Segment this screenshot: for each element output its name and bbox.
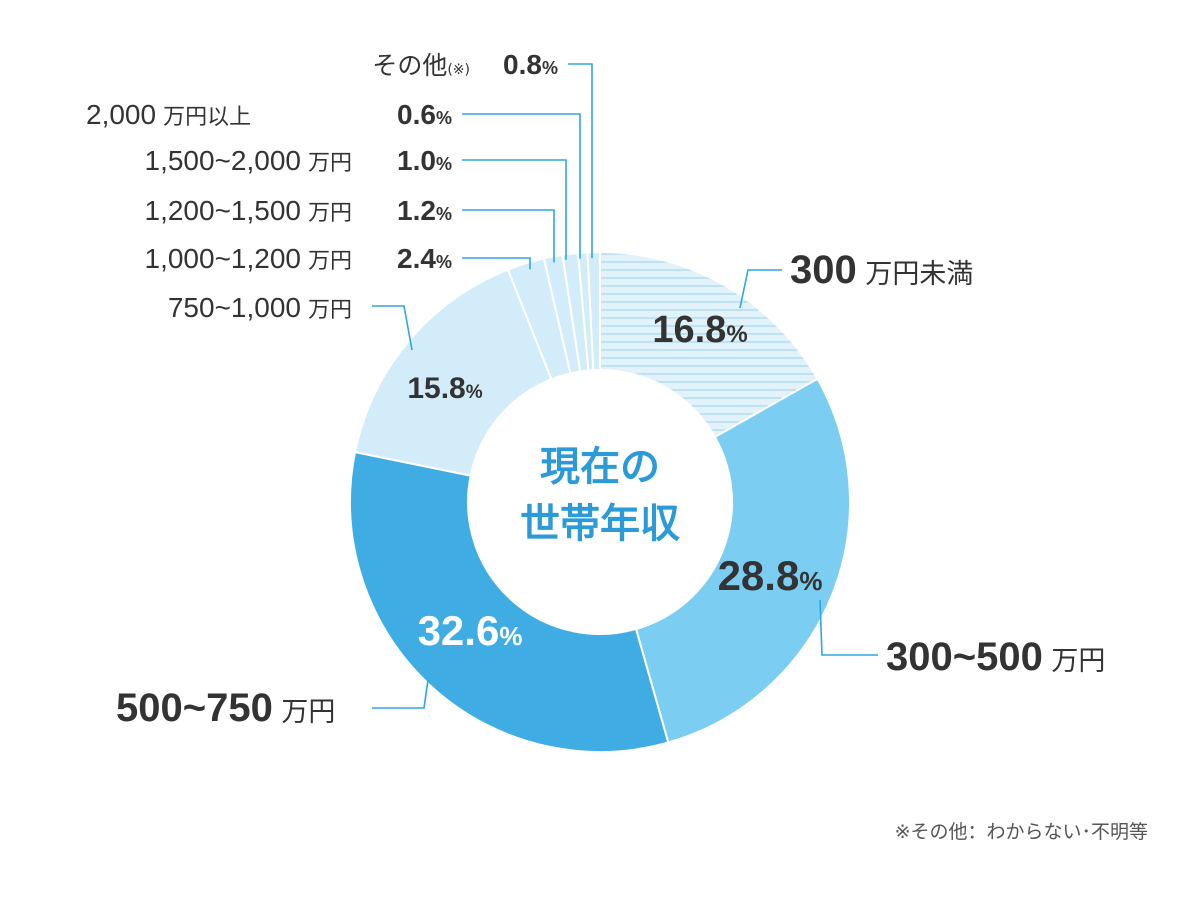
leader-1 bbox=[819, 599, 878, 656]
leader-7 bbox=[462, 113, 581, 259]
center-title-line-1: 現在の bbox=[540, 444, 660, 490]
center-title-line-2: 世帯年収 bbox=[520, 501, 680, 547]
category-label-2: 500~750 万円 bbox=[116, 686, 335, 730]
leader-4 bbox=[462, 257, 531, 270]
value-label-0: 16.8% bbox=[652, 309, 747, 351]
category-label-1: 300~500 万円 bbox=[886, 635, 1105, 679]
value-label-8: 0.8% bbox=[503, 49, 558, 80]
leader-lines bbox=[372, 63, 878, 709]
category-label-4: 1,000~1,200 万円 bbox=[145, 243, 353, 274]
value-label-7: 0.6% bbox=[397, 99, 452, 130]
category-label-8: その他(※) bbox=[372, 51, 470, 80]
category-label-7: 2,000 万円以上 bbox=[86, 99, 251, 130]
category-label-3: 750~1,000 万円 bbox=[168, 292, 352, 323]
value-label-1: 28.8% bbox=[718, 552, 823, 599]
leader-6 bbox=[462, 159, 567, 260]
slice-1 bbox=[634, 377, 851, 744]
leader-0 bbox=[739, 269, 782, 309]
category-label-5: 1,200~1,500 万円 bbox=[145, 195, 353, 226]
value-label-2: 32.6% bbox=[418, 607, 523, 654]
donut-hole bbox=[468, 370, 732, 634]
category-label-0: 300 万円未満 bbox=[790, 248, 973, 292]
leader-8 bbox=[568, 63, 593, 259]
category-label-6: 1,500~2,000 万円 bbox=[145, 145, 353, 176]
value-label-3: 15.8% bbox=[407, 372, 482, 405]
value-label-4: 2.4% bbox=[397, 243, 452, 274]
leader-3 bbox=[372, 305, 413, 351]
value-label-6: 1.0% bbox=[397, 145, 452, 176]
leader-5 bbox=[462, 209, 555, 263]
labels-group: 16.8% 28.8% 32.6% 15.8% 300 万円未満 300~500 万円 50… bbox=[86, 49, 1105, 730]
value-label-5: 1.2% bbox=[397, 195, 452, 226]
footnote: ※その他：わからない･不明等 bbox=[895, 821, 1148, 843]
leader-2 bbox=[372, 679, 429, 709]
